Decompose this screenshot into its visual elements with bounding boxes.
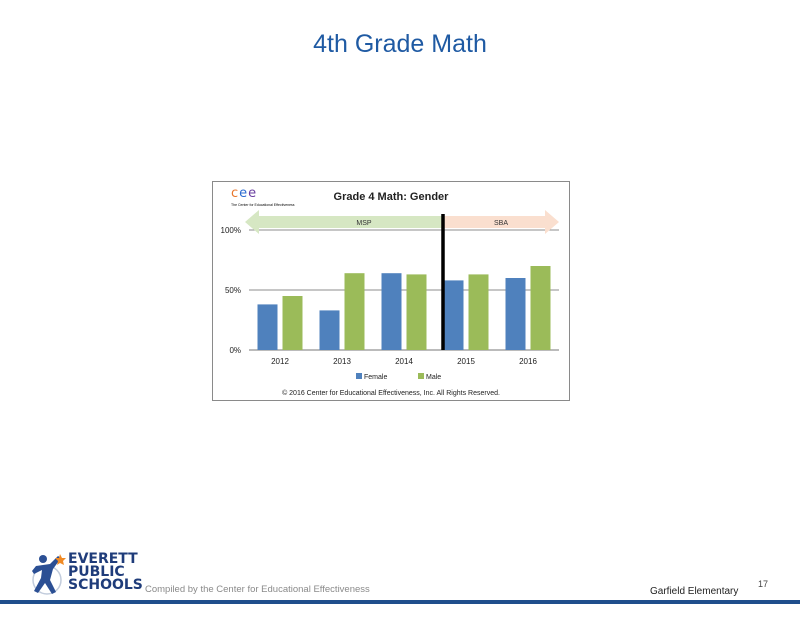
legend-swatch-male	[418, 373, 424, 379]
x-tick-label: 2016	[519, 357, 537, 366]
msp-period-arrow	[245, 210, 443, 234]
y-tick-label: 0%	[229, 346, 241, 355]
cee-logo-letter: e	[239, 186, 248, 201]
bar-male-2014	[406, 274, 427, 350]
x-tick-label: 2014	[395, 357, 413, 366]
gender-bar-chart: Grade 4 Math: Gender 0% 50% 100% MSP SBA 2012 2…	[221, 191, 559, 397]
x-tick-label: 2015	[457, 357, 475, 366]
sba-period-arrow	[443, 210, 559, 234]
msp-label: MSP	[356, 220, 372, 227]
legend-swatch-female	[356, 373, 362, 379]
footer-compiled-text: Compiled by the Center for Educational E…	[145, 584, 370, 595]
sba-label: SBA	[494, 220, 508, 227]
cee-logo-letter: c	[231, 186, 239, 201]
legend-label-male: Male	[426, 374, 441, 381]
bar-female-2012	[257, 304, 278, 350]
chart-title: Grade 4 Math: Gender	[334, 191, 450, 203]
bar-female-2015	[443, 280, 464, 350]
bar-male-2015	[468, 274, 489, 350]
bar-male-2016	[530, 266, 551, 350]
x-tick-label: 2013	[333, 357, 351, 366]
footer-school-name: Garfield Elementary	[650, 586, 739, 597]
cee-logo-subtitle: The Center for Educational Effectiveness	[231, 203, 295, 207]
legend-label-female: Female	[364, 374, 387, 381]
bar-female-2014	[381, 273, 402, 350]
logo-line: PUBLIC	[68, 564, 125, 580]
everett-schools-logo-text: EVERETT PUBLIC SCHOOLS	[68, 551, 143, 593]
x-tick-label: 2012	[271, 357, 289, 366]
slide-title: 4th Grade Math	[313, 30, 487, 58]
everett-schools-logo-icon	[32, 554, 66, 595]
cee-logo: cee The Center for Educational Effective…	[231, 186, 301, 208]
y-tick-label: 50%	[225, 286, 241, 295]
cee-logo-graphic: cee The Center for Educational Effective…	[231, 186, 295, 207]
page-number: 17	[758, 579, 769, 589]
chart-frame: cee The Center for Educational Effective…	[212, 181, 570, 401]
y-tick-label: 100%	[221, 226, 241, 235]
bar-male-2012	[282, 296, 303, 350]
bar-female-2013	[319, 310, 340, 350]
logo-line: SCHOOLS	[68, 577, 143, 593]
chart-copyright: © 2016 Center for Educational Effectiven…	[282, 389, 500, 397]
bar-male-2013	[344, 273, 365, 350]
logo-line: EVERETT	[68, 551, 138, 567]
cee-logo-letter: e	[248, 186, 257, 201]
cee-logo-letters: cee	[231, 186, 257, 201]
footer-bar	[0, 600, 800, 604]
bar-female-2016	[505, 278, 526, 350]
